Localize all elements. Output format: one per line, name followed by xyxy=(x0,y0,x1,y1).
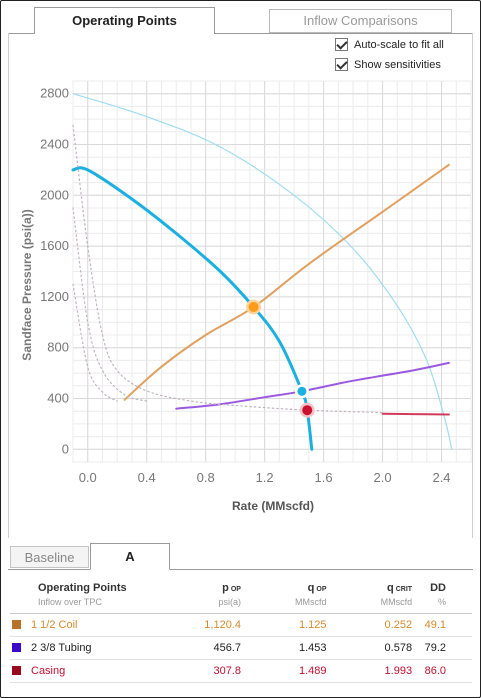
x-axis-label: Rate (MMscfd) xyxy=(232,499,314,513)
series-line-0 xyxy=(71,166,314,451)
col-dd-unit: % xyxy=(437,597,446,607)
tab-inflow-comparisons[interactable]: Inflow Comparisons xyxy=(269,9,452,33)
row-dd: 49.1 xyxy=(412,613,472,637)
col-q-op-header: q OP xyxy=(307,582,327,594)
row-name: 2 3/8 Tubing xyxy=(31,641,92,654)
y-tick-label: 0 xyxy=(62,441,69,456)
row-p-op: 456.7 xyxy=(170,636,241,660)
tab-a[interactable]: A xyxy=(90,543,170,570)
checkbox-check-icon[interactable] xyxy=(335,58,348,71)
series-line-2 xyxy=(123,163,450,401)
marker-dot xyxy=(248,302,259,313)
y-tick-label: 400 xyxy=(47,391,69,406)
series-line-1 xyxy=(72,93,453,450)
x-tick-label: 1.6 xyxy=(315,470,333,485)
row-q-op: 1.453 xyxy=(240,636,327,660)
row-q-crit: 1.993 xyxy=(326,659,413,683)
y-tick-label: 2000 xyxy=(40,187,69,202)
col-dd-header: DD xyxy=(430,582,446,594)
tab-baseline[interactable]: Baseline xyxy=(10,546,89,568)
panel-left-border xyxy=(8,33,9,538)
table-row[interactable]: Casing 307.8 1.489 1.993 86.0 xyxy=(10,659,472,683)
show-sensitivities-label: Show sensitivities xyxy=(354,58,441,71)
scenario-tab-divider xyxy=(8,569,473,570)
row-p-op: 307.8 xyxy=(170,659,241,683)
row-dd: 86.0 xyxy=(412,659,472,683)
row-color-swatch xyxy=(12,643,21,653)
operating-points-chart: 0.0 0.4 0.8 1.2 1.6 2.0 2.4 0 400 800 1200 1600 2000… xyxy=(20,80,472,513)
autoscale-label: Auto-scale to fit all xyxy=(354,38,444,51)
col-p-op-unit: psi(a) xyxy=(218,597,241,607)
marker-dot xyxy=(302,405,313,416)
operating-points-table: Operating Points Inflow over TPC p OP psi… xyxy=(10,579,472,683)
row-q-crit: 0.578 xyxy=(326,636,413,660)
show-sensitivities-checkbox[interactable]: Show sensitivities xyxy=(335,58,441,71)
x-tick-label: 2.4 xyxy=(432,470,450,485)
row-q-crit: 0.252 xyxy=(326,613,413,637)
marker-dot xyxy=(297,386,307,396)
table-subtitle: Inflow over TPC xyxy=(38,597,102,607)
table-title: Operating Points xyxy=(38,582,127,594)
row-q-op: 1.125 xyxy=(240,613,327,637)
y-tick-label: 800 xyxy=(47,340,69,355)
checkbox-check-icon[interactable] xyxy=(335,38,348,51)
x-tick-label: 1.2 xyxy=(256,470,274,485)
table-row[interactable]: 1 1/2 Coil 1,120.4 1.125 0.252 49.1 xyxy=(10,613,472,637)
row-p-op: 1,120.4 xyxy=(170,613,241,637)
operating-point-marker xyxy=(294,384,309,399)
panel-right-border xyxy=(472,33,473,538)
x-tick-label: 0.8 xyxy=(197,470,215,485)
col-p-op-header: p OP xyxy=(222,582,241,594)
top-tab-bar: Operating Points Inflow Comparisons xyxy=(1,1,480,35)
chart-tick-labels: 0.0 0.4 0.8 1.2 1.6 2.0 2.4 0 400 800 1200 1600 2000… xyxy=(40,86,450,485)
row-color-swatch xyxy=(12,666,21,676)
x-tick-label: 2.0 xyxy=(374,470,392,485)
series-line-6 xyxy=(72,207,148,402)
x-tick-label: 0.4 xyxy=(138,470,156,485)
series-line-4 xyxy=(381,412,450,416)
row-color-swatch xyxy=(12,620,21,630)
scenario-tab-bar: Baseline A xyxy=(1,541,480,571)
row-name: 1 1/2 Coil xyxy=(31,618,78,631)
tab-divider xyxy=(8,33,473,34)
y-tick-label: 2800 xyxy=(40,86,69,101)
y-tick-label: 1200 xyxy=(40,289,69,304)
table-header-row: Operating Points Inflow over TPC p OP psi… xyxy=(10,579,472,614)
y-tick-label: 1600 xyxy=(40,238,69,253)
operating-point-marker xyxy=(299,402,315,418)
operating-point-marker xyxy=(246,299,262,315)
series-line-5 xyxy=(72,124,384,414)
x-tick-label: 0.0 xyxy=(79,470,97,485)
chart-curves xyxy=(71,93,453,451)
y-tick-label: 2400 xyxy=(40,137,69,152)
series-line-7 xyxy=(72,283,118,402)
autoscale-checkbox[interactable]: Auto-scale to fit all xyxy=(335,38,444,51)
table-row[interactable]: 2 3/8 Tubing 456.7 1.453 0.578 79.2 xyxy=(10,636,472,660)
col-q-crit-header: q CRIT xyxy=(387,582,413,594)
col-q-op-unit: MMscfd xyxy=(295,597,327,607)
row-name: Casing xyxy=(31,664,66,677)
col-q-crit-unit: MMscfd xyxy=(380,597,413,607)
row-dd: 79.2 xyxy=(412,636,472,660)
row-q-op: 1.489 xyxy=(240,659,327,683)
chart-grid xyxy=(72,80,472,463)
y-axis-label: Sandface Pressure (psi(a)) xyxy=(20,209,34,360)
chart-markers xyxy=(246,299,315,418)
tab-operating-points[interactable]: Operating Points xyxy=(34,7,215,34)
